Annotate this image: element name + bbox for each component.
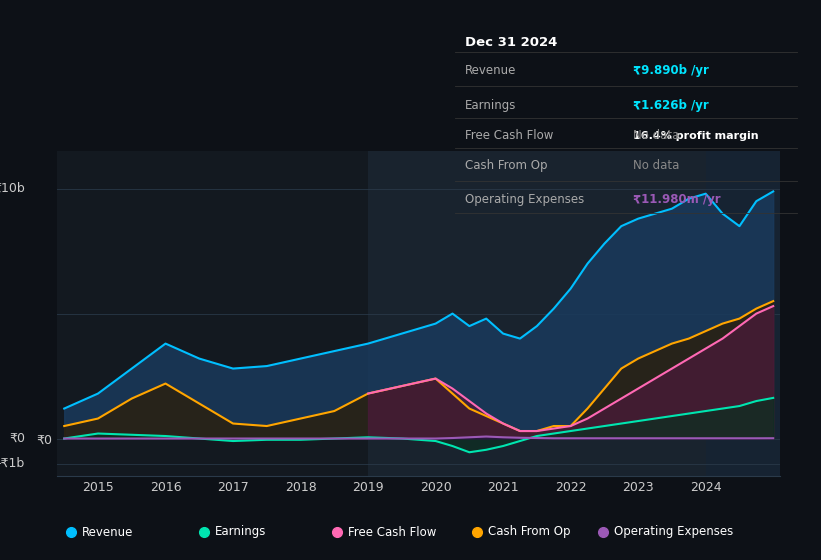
Text: Free Cash Flow: Free Cash Flow [348,525,436,539]
Text: Cash From Op: Cash From Op [466,159,548,172]
Bar [368,151,706,476]
Text: Revenue: Revenue [466,64,516,77]
Text: Earnings: Earnings [215,525,266,539]
Text: Free Cash Flow: Free Cash Flow [466,129,553,142]
Text: 16.4% profit margin: 16.4% profit margin [633,130,759,141]
Bar [706,151,780,476]
Text: Earnings: Earnings [466,99,516,113]
Text: ₹0: ₹0 [9,432,25,445]
Text: No data: No data [633,129,680,142]
Text: ₹9.890b /yr: ₹9.890b /yr [633,64,709,77]
Text: ₹11.980m /yr: ₹11.980m /yr [633,193,721,206]
Text: No data: No data [633,159,680,172]
Text: ₹1.626b /yr: ₹1.626b /yr [633,99,709,113]
Text: Revenue: Revenue [82,525,133,539]
Text: Operating Expenses: Operating Expenses [613,525,733,539]
Text: -₹1b: -₹1b [0,457,25,470]
Text: ₹10b: ₹10b [0,182,25,195]
Text: Operating Expenses: Operating Expenses [466,193,585,206]
Text: Cash From Op: Cash From Op [488,525,571,539]
Text: Dec 31 2024: Dec 31 2024 [466,36,557,49]
